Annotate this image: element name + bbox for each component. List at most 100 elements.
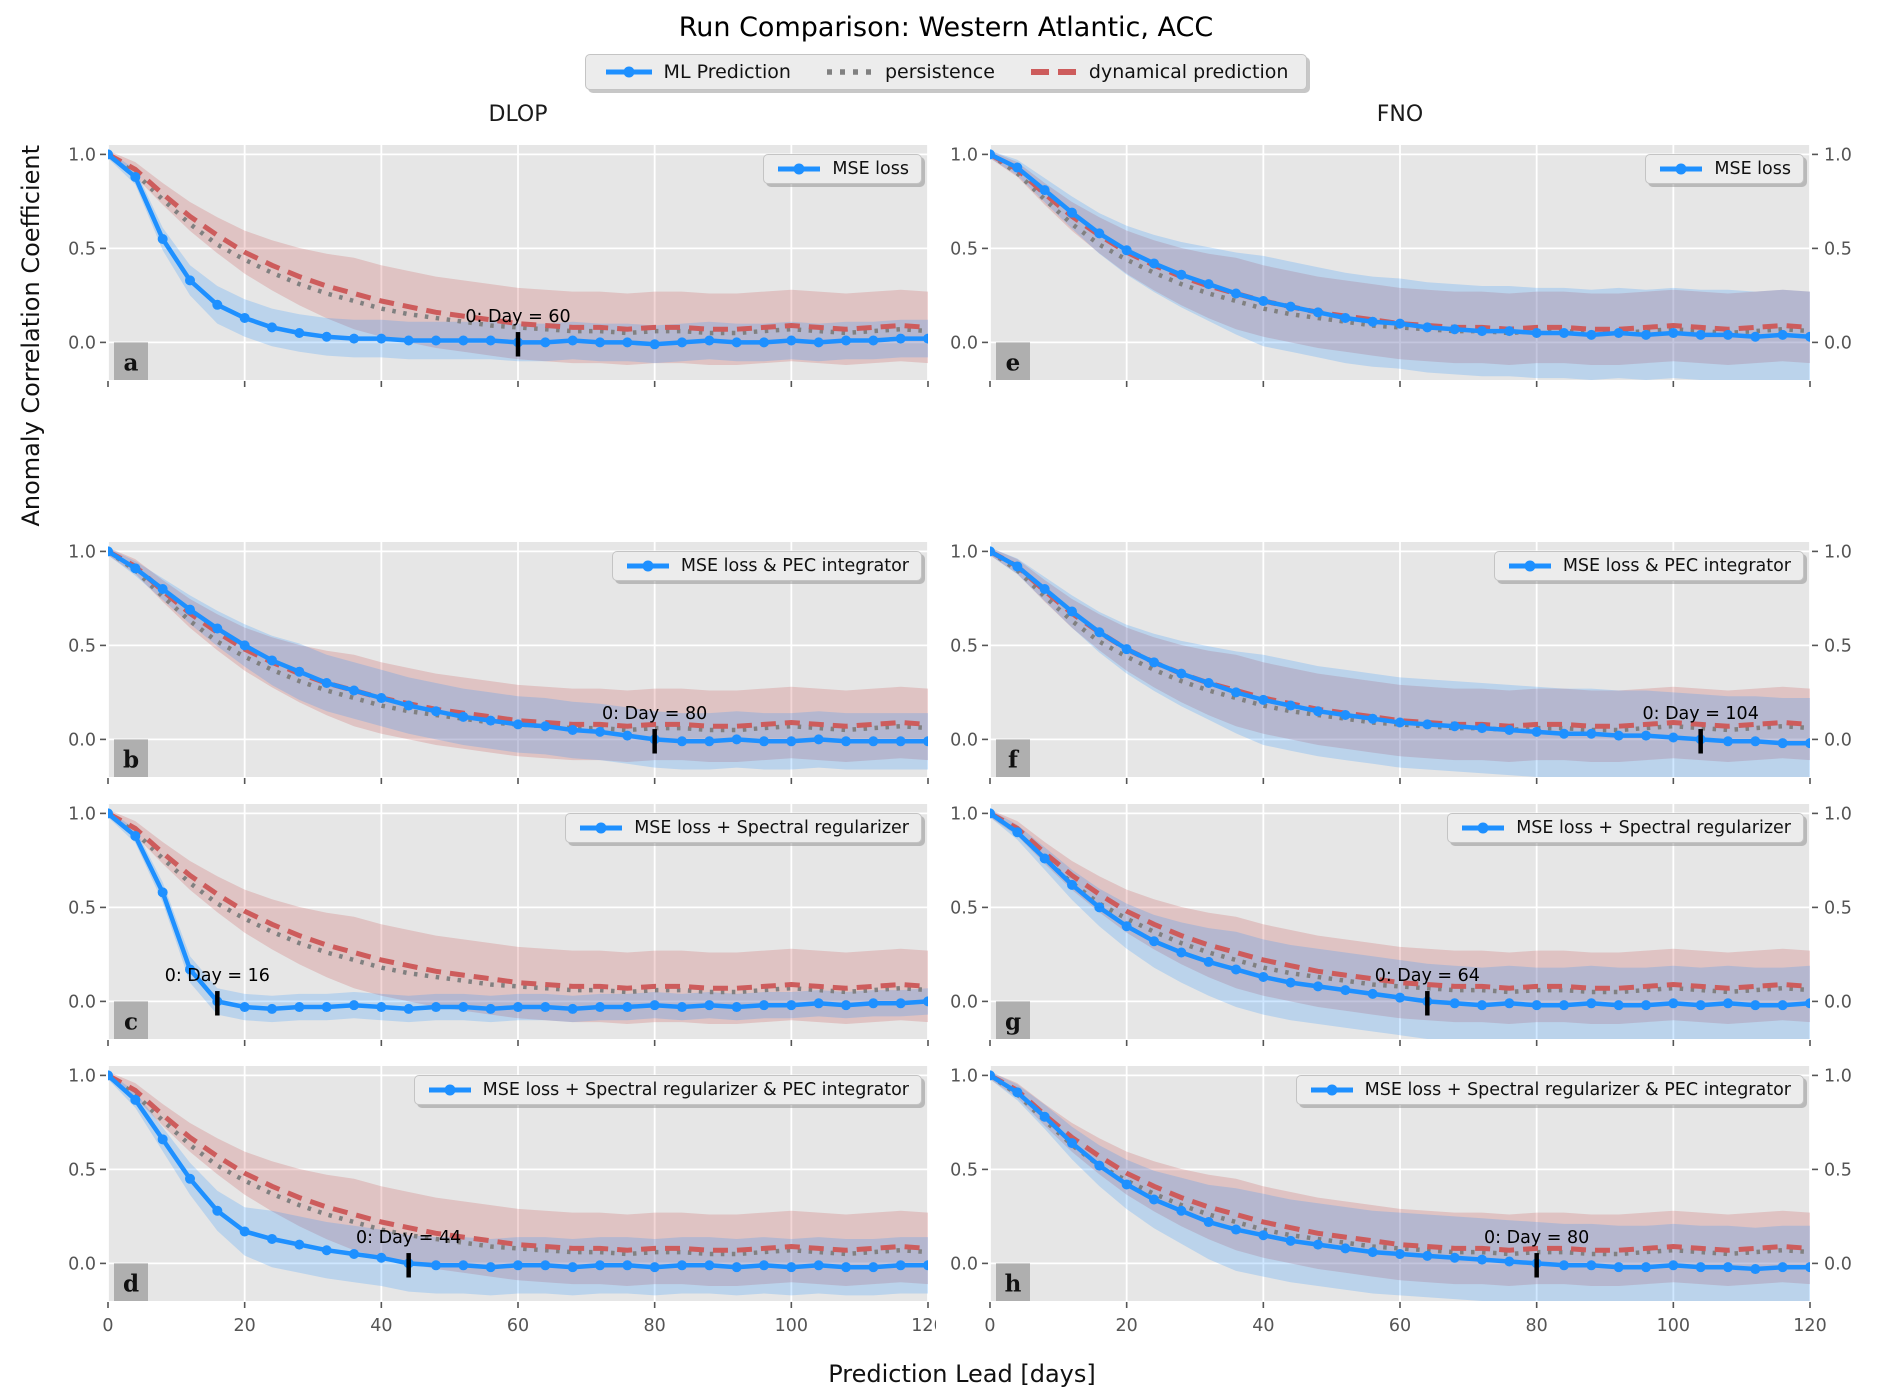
ml-marker [1012, 826, 1023, 837]
dynamical-prediction-line [990, 810, 1810, 991]
y-tick-label: 0.0 [950, 730, 978, 750]
ml-marker [239, 639, 250, 650]
ml-marker [1067, 606, 1077, 617]
ml-marker [1422, 1250, 1433, 1261]
x-tick-label: 0 [984, 1316, 995, 1336]
ml-marker [841, 735, 851, 746]
ml-marker [622, 1001, 633, 1012]
ml-marker [1695, 329, 1706, 340]
ml-marker [108, 149, 113, 160]
panel-letter: e [1006, 349, 1021, 376]
ml-marker [239, 1225, 250, 1236]
ml-uncertainty-band [990, 547, 1810, 777]
y-tick-label-right: 0.5 [1824, 636, 1852, 656]
ml-marker [1012, 560, 1023, 571]
ml-marker [1613, 328, 1624, 338]
panel-letter-box [996, 1000, 1030, 1039]
ml-marker [540, 1001, 551, 1012]
ml-marker [513, 1259, 523, 1270]
ml-marker [1121, 1178, 1132, 1189]
ml-marker [1641, 329, 1651, 340]
ml-marker [1449, 1252, 1460, 1263]
y-tick-label-right: 1.0 [1824, 1066, 1852, 1086]
y-tick-label: 1.0 [68, 145, 96, 165]
figure-legend-row: ML Prediction persistence dynamical pred… [0, 54, 1892, 90]
zero-crossing-label: 0: Day = 104 [1642, 704, 1758, 724]
ml-marker [1258, 694, 1269, 705]
ml-marker [540, 1259, 551, 1270]
y-tick-label: 0.0 [950, 1254, 978, 1274]
ml-marker [1340, 709, 1351, 720]
ml-marker [1258, 1229, 1269, 1240]
ml-marker [786, 1261, 797, 1272]
ml-marker [895, 997, 906, 1008]
ml-marker [1203, 279, 1214, 290]
column-title-dlop: DLOP [488, 102, 548, 127]
x-tick-label: 40 [370, 1316, 392, 1336]
ml-marker [403, 335, 414, 346]
ml-marker [813, 1259, 824, 1270]
ml-marker [759, 1259, 769, 1270]
ml-marker [1367, 316, 1378, 327]
panel-legend-label: MSE loss [1714, 159, 1791, 179]
chart-panel-a: 0: Day = 60 a 1.0 0.5 0.0 MSE loss [56, 145, 936, 392]
ml-marker [349, 999, 359, 1010]
ml-marker [458, 1001, 469, 1012]
ml-marker [1504, 997, 1515, 1008]
ml-marker [567, 1261, 578, 1272]
ml-marker [1285, 301, 1296, 312]
panel-legend-a: MSE loss [763, 154, 922, 184]
ml-marker [1313, 705, 1323, 716]
y-tick-label-right: 0.0 [1824, 730, 1852, 750]
ml-marker [731, 1261, 742, 1272]
ml-marker [813, 997, 824, 1008]
ml-marker [1586, 1259, 1597, 1270]
ml-marker [294, 328, 305, 338]
figure-title: Run Comparison: Western Atlantic, ACC [678, 12, 1214, 43]
ml-marker [1750, 735, 1761, 746]
ml-marker [1531, 726, 1542, 737]
dynamical-line-sample-icon [1030, 69, 1077, 75]
ml-marker [1477, 1254, 1487, 1265]
ml-marker [1367, 713, 1378, 724]
dynamical-prediction-line [108, 810, 928, 991]
ml-marker [267, 1233, 277, 1244]
ml-uncertainty-band [990, 150, 1810, 380]
ml-marker [108, 1069, 113, 1080]
ml-marker [868, 735, 879, 746]
ml-marker [267, 322, 277, 333]
ml-marker [895, 333, 906, 344]
panel-letter: g [1005, 1008, 1021, 1035]
panel-legend-c: MSE loss + Spectral regularizer [565, 812, 922, 843]
ml-marker [294, 666, 305, 677]
y-tick-label: 0.5 [68, 1160, 96, 1180]
x-axis-label: Prediction Lead [days] [828, 1359, 1096, 1388]
ml-marker [622, 730, 633, 741]
ml-marker [895, 735, 906, 746]
ml-marker [376, 333, 387, 344]
panel-legend-label: MSE loss & PEC integrator [1562, 555, 1791, 576]
panel-legend-f: MSE loss & PEC integrator [1493, 550, 1804, 581]
ml-marker [1094, 1160, 1105, 1171]
zero-crossing-label: 0: Day = 80 [602, 704, 707, 724]
ml-marker [990, 149, 995, 160]
ml-marker [157, 234, 168, 244]
ml-marker [1039, 853, 1050, 864]
ml-marker [185, 604, 195, 615]
ml-marker [622, 337, 633, 348]
ml-marker [1176, 947, 1187, 958]
ml-marker [731, 733, 742, 744]
ml-marker [1613, 730, 1624, 741]
ml-marker [567, 724, 578, 735]
zero-crossing-label: 0: Day = 16 [165, 966, 270, 986]
zero-crossing-label: 0: Day = 44 [356, 1228, 461, 1248]
ml-marker [403, 1003, 414, 1014]
x-tick-label: 80 [1526, 1316, 1548, 1336]
ml-marker [1641, 999, 1651, 1010]
ml-marker [212, 623, 223, 634]
ml-marker [567, 335, 578, 346]
panel-plot-h: 0: Day = 80 h0 20 40 60 80 100 120 1.0 1.0 0.5 0.5 0… [950, 1065, 1852, 1336]
ml-marker [1176, 269, 1187, 280]
column-title-fno: FNO [1376, 102, 1424, 127]
dynamical-prediction-line [108, 152, 928, 332]
